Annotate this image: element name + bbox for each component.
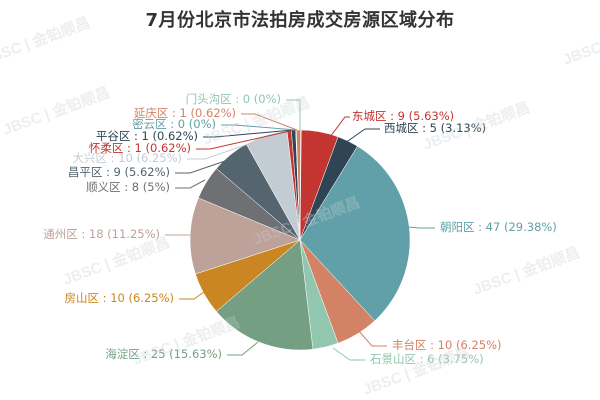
slice-label: 密云区 : 0 (0%) xyxy=(132,117,216,131)
slice-label: 通州区 : 18 (11.25%) xyxy=(43,227,160,241)
label-leader-line xyxy=(407,226,435,229)
slice-label: 门头沟区 : 0 (0%) xyxy=(186,92,281,106)
label-leader-line xyxy=(344,128,380,144)
slice-label: 东城区 : 9 (5.63%) xyxy=(352,109,454,123)
slice-label: 平谷区 : 1 (0.62%) xyxy=(96,129,198,143)
label-leader-line xyxy=(221,124,297,131)
pie-slice[interactable] xyxy=(299,129,302,241)
label-leader-line xyxy=(286,99,301,130)
slice-label: 朝阳区 : 47 (29.38%) xyxy=(440,220,557,234)
label-leader-line xyxy=(332,347,365,361)
label-leader-line xyxy=(179,291,205,300)
label-leader-line xyxy=(357,329,387,347)
slice-label: 昌平区 : 9 (5.62%) xyxy=(68,165,170,179)
slice-label: 西城区 : 5 (3.13%) xyxy=(384,121,486,135)
chart-title: 7月份北京市法拍房成交房源区域分布 xyxy=(145,10,455,31)
label-leader-line xyxy=(329,116,350,138)
slice-label: 房山区 : 10 (6.25%) xyxy=(65,291,174,305)
pie-slice[interactable] xyxy=(216,239,314,351)
slice-label: 海淀区 : 25 (15.63%) xyxy=(105,347,222,361)
pie-slice[interactable] xyxy=(299,145,411,322)
label-leader-line xyxy=(203,129,294,138)
pie-slice[interactable] xyxy=(189,197,301,275)
slice-label: 怀柔区 : 1 (0.62%) xyxy=(89,141,191,155)
slice-label: 延庆区 : 1 (0.62%) xyxy=(134,106,236,120)
slice-label: 丰台区 : 10 (6.25%) xyxy=(392,338,501,352)
label-leader-line xyxy=(241,113,298,131)
slice-label: 石景山区 : 6 (3.75%) xyxy=(370,352,484,366)
slice-label: 大兴区 : 10 (6.25%) xyxy=(73,151,182,165)
label-leader-line xyxy=(227,341,259,356)
label-leader-line xyxy=(196,130,291,150)
label-leader-line xyxy=(187,140,258,160)
label-leader-line xyxy=(175,159,229,174)
label-leader-line xyxy=(175,179,206,189)
slice-label: 顺义区 : 8 (5%) xyxy=(86,180,170,194)
